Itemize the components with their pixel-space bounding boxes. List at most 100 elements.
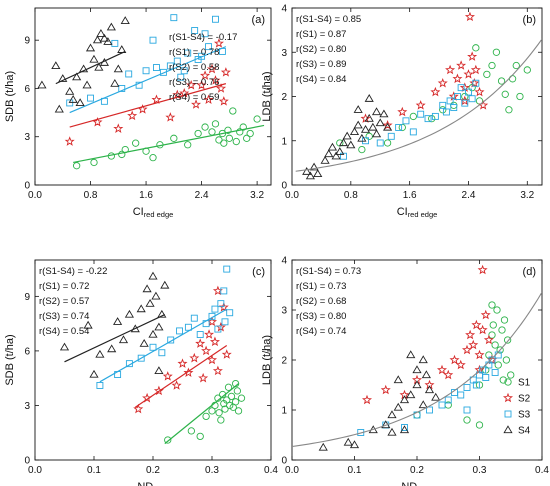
point-s3 — [340, 152, 347, 160]
correlation-annotation: r(S2) = 0.80 — [296, 44, 346, 55]
point-s2 — [220, 67, 231, 77]
point-s4 — [65, 86, 75, 95]
point-s1 — [227, 392, 236, 401]
legend-label-s1: S1 — [518, 378, 531, 389]
legend-marker-s1 — [504, 378, 512, 386]
point-s1 — [503, 336, 512, 344]
correlation-annotation: r(S1) = 0.87 — [296, 29, 346, 40]
point-s3 — [431, 112, 439, 120]
point-s4 — [118, 335, 129, 344]
point-s4 — [406, 350, 416, 359]
point-s3 — [66, 99, 74, 107]
point-s3 — [463, 384, 471, 391]
point-s3 — [196, 331, 204, 338]
point-s2 — [196, 79, 207, 90]
correlation-annotation: r(S1) = 0.72 — [39, 281, 89, 292]
x-tick-label: 0.3 — [205, 465, 219, 476]
point-s3 — [137, 354, 145, 362]
point-s4 — [110, 78, 120, 87]
correlation-annotation: r(S3) = 0.76 — [169, 77, 219, 88]
x-tick-label: 0.2 — [146, 465, 160, 476]
point-s3 — [221, 318, 229, 326]
point-s1 — [236, 128, 244, 136]
point-s4 — [120, 16, 130, 24]
x-tick-label: 3.2 — [250, 190, 264, 201]
plot-area — [59, 265, 246, 445]
point-s2 — [477, 264, 488, 275]
point-s1 — [224, 126, 232, 134]
point-s3 — [153, 64, 160, 71]
x-axis-label: CIred edge — [133, 206, 174, 219]
point-s1 — [502, 356, 511, 364]
point-s3 — [488, 356, 496, 364]
point-s4 — [399, 425, 410, 434]
correlation-annotation: r(S1-S4) = 0.85 — [296, 14, 361, 25]
x-tick-label: 0.4 — [535, 465, 549, 476]
point-s3 — [395, 124, 403, 131]
point-s3 — [135, 81, 143, 89]
point-s4 — [327, 142, 338, 151]
point-s1 — [496, 346, 504, 354]
point-s4 — [302, 167, 312, 175]
plot-area — [292, 264, 542, 451]
point-s3 — [472, 381, 480, 389]
point-s2 — [127, 110, 138, 121]
point-s1 — [398, 123, 406, 132]
point-s3 — [198, 52, 206, 60]
y-tick-label: 0 — [281, 181, 287, 192]
panel-b: 0.0 0.8 1.6 2.4 3.2 0 1 2 3 4 CIred edge LDB (t/ha)… — [261, 4, 543, 219]
point-s2 — [218, 302, 229, 312]
point-s1 — [475, 421, 484, 429]
point-s2 — [209, 336, 220, 347]
point-s4 — [371, 129, 382, 138]
x-tick-label: 0.8 — [344, 190, 358, 201]
point-s1 — [498, 326, 506, 334]
point-s1 — [505, 106, 513, 114]
point-s2 — [443, 369, 454, 380]
point-s2 — [203, 94, 214, 104]
point-s3 — [417, 110, 425, 118]
point-s3 — [170, 14, 178, 22]
fit-line-s1 — [73, 124, 265, 164]
panel-c: 0.0 0.1 0.2 0.3 0.4 0 3 6 9 NDLMA SDB (t/ha) (c) r(S… — [4, 259, 278, 486]
point-s2 — [459, 82, 470, 92]
point-s4 — [51, 61, 61, 70]
correlation-annotation: r(S2) = 0.58 — [169, 62, 219, 73]
point-s2 — [465, 329, 476, 340]
correlation-annotation: r(S3) = 0.74 — [39, 311, 89, 322]
point-s2 — [200, 70, 211, 80]
point-s2 — [92, 116, 103, 127]
point-s4 — [387, 410, 397, 419]
point-s1 — [507, 371, 515, 379]
point-s1 — [428, 114, 436, 123]
point-s4 — [418, 400, 428, 409]
point-s3 — [142, 67, 150, 75]
point-s3 — [166, 62, 174, 70]
point-s4 — [139, 338, 149, 347]
correlation-annotation: r(S1-S4) = 0.73 — [296, 266, 361, 277]
point-s1 — [516, 92, 524, 101]
point-s4 — [360, 124, 371, 133]
point-s3 — [442, 108, 450, 116]
point-s4 — [72, 72, 82, 81]
point-s3 — [387, 132, 395, 140]
point-s3 — [438, 401, 446, 409]
point-s3 — [426, 406, 433, 414]
x-axis-label: CIred edge — [397, 206, 438, 219]
point-s3 — [211, 305, 219, 313]
point-s2 — [206, 63, 218, 74]
panel-label: (b) — [523, 14, 536, 26]
plot-area — [295, 11, 542, 180]
fit-line-s4 — [55, 50, 126, 85]
correlation-annotation: r(S4) = 0.84 — [296, 74, 346, 85]
point-s4 — [331, 151, 341, 160]
point-s1 — [500, 316, 509, 324]
point-s4 — [393, 402, 403, 411]
point-s4 — [318, 442, 328, 451]
point-s1 — [493, 306, 501, 314]
point-s2 — [362, 394, 372, 405]
point-s1 — [196, 432, 204, 441]
point-s1 — [170, 134, 178, 142]
point-s2 — [437, 364, 447, 375]
point-s2 — [133, 403, 144, 414]
